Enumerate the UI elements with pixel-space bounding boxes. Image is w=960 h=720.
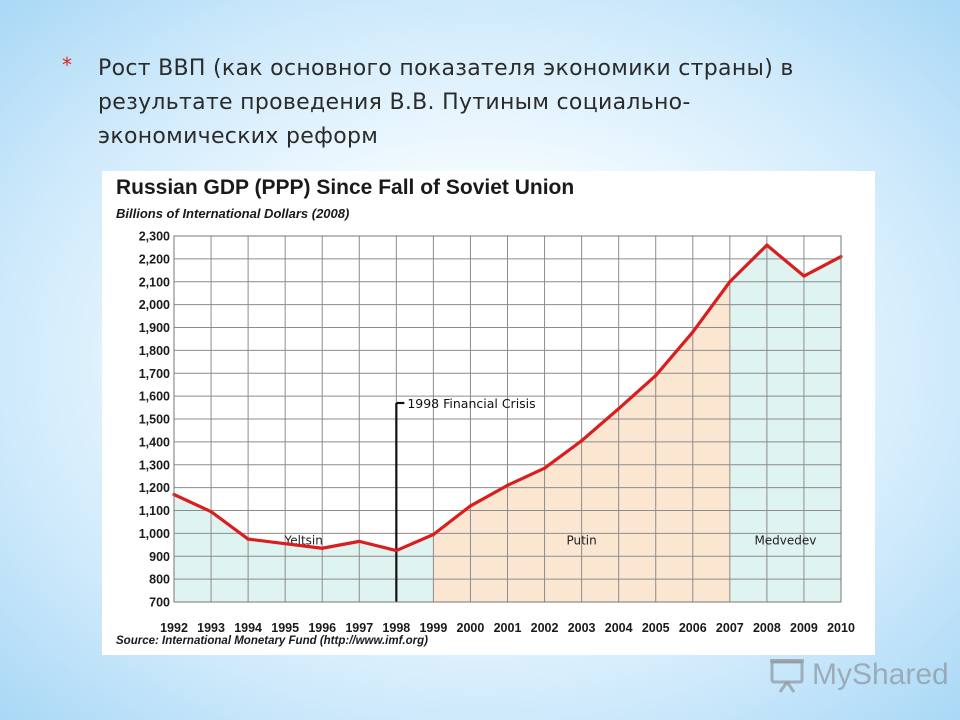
gdp-data-point — [580, 439, 584, 443]
y-tick-label: 1,200 — [139, 481, 170, 495]
y-tick-label: 2,200 — [139, 252, 170, 266]
x-tick-label: 2003 — [568, 621, 596, 635]
title-line-3: экономических реформ — [98, 124, 379, 149]
x-tick-label: 2010 — [827, 621, 855, 635]
x-tick-label: 2000 — [457, 621, 485, 635]
gdp-data-point — [320, 546, 324, 550]
x-tick-label: 2002 — [531, 621, 559, 635]
x-tick-label: 2008 — [753, 621, 781, 635]
gdp-data-point — [542, 466, 547, 470]
x-tick-label: 2007 — [716, 621, 744, 635]
x-tick-label: 1998 — [382, 621, 410, 635]
x-tick-label: 2001 — [494, 621, 522, 635]
x-tick-label: 1995 — [271, 621, 299, 635]
chart-title: Russian GDP (PPP) Since Fall of Soviet U… — [116, 176, 575, 199]
gdp-data-point — [691, 330, 695, 334]
title-bullet: * — [62, 53, 73, 77]
y-tick-label: 2,300 — [139, 230, 170, 244]
y-tick-label: 2,100 — [139, 275, 170, 289]
period-label-putin: Putin — [566, 533, 596, 547]
y-tick-label: 1,800 — [139, 344, 170, 358]
y-tick-label: 800 — [149, 573, 170, 587]
gdp-data-point — [394, 548, 398, 553]
myshared-watermark: MyShared — [768, 656, 949, 696]
y-tick-label: 1,700 — [139, 367, 170, 381]
gdp-data-point — [505, 483, 510, 487]
gdp-data-point — [654, 373, 658, 378]
y-tick-label: 700 — [149, 596, 170, 610]
gdp-data-point — [283, 542, 287, 546]
chart-plot: 700 800 900 1,000 1,100 1,200 1,300 1,400 1,500 1… — [139, 230, 855, 636]
x-tick-label: 2006 — [679, 621, 707, 635]
y-tick-label: 1,000 — [139, 527, 170, 541]
plot-border — [173, 235, 842, 603]
x-tick-label: 1992 — [160, 621, 188, 635]
x-tick-label: 1997 — [345, 621, 373, 635]
y-tick-label: 1,400 — [139, 435, 170, 449]
period-area-medvedev — [729, 245, 841, 602]
gdp-data-point — [765, 243, 769, 247]
gdp-data-point — [209, 510, 213, 514]
y-tick-label: 1,300 — [139, 458, 170, 472]
watermark-text: MyShared — [812, 658, 949, 691]
gdp-data-point — [357, 539, 361, 543]
gdp-data-point — [802, 274, 806, 278]
x-tick-label: 1999 — [419, 621, 447, 635]
gdp-data-point — [468, 504, 473, 508]
chart-source: Source: International Monetary Fund (htt… — [116, 635, 428, 647]
title-line-2: результате проведения В.В. Путиным социа… — [98, 90, 691, 115]
period-label-medvedev: Medvedev — [754, 533, 816, 547]
y-tick-label: 1,100 — [139, 504, 170, 518]
chart-subtitle: Billions of International Dollars (2008) — [116, 206, 350, 221]
slide-title: * Рост ВВП (как основного показателя эко… — [62, 52, 916, 154]
period-area-yeltsin — [174, 494, 434, 602]
y-tick-label: 900 — [149, 550, 170, 564]
crisis-annotation-label: 1998 Financial Crisis — [407, 396, 535, 411]
title-line-1: Рост ВВП (как основного показателя эконо… — [98, 56, 794, 81]
gdp-chart: Russian GDP (PPP) Since Fall of Soviet U… — [102, 171, 875, 655]
y-tick-label: 1,500 — [139, 413, 170, 427]
gdp-data-point — [617, 407, 621, 411]
gdp-data-point — [431, 532, 435, 537]
x-tick-label: 1993 — [197, 621, 225, 635]
gdp-data-point — [728, 280, 732, 284]
y-tick-label: 1,900 — [139, 321, 170, 335]
gdp-data-point — [246, 537, 250, 541]
y-tick-label: 1,600 — [139, 390, 170, 404]
x-tick-label: 2009 — [790, 621, 818, 635]
x-tick-label: 1994 — [234, 621, 262, 635]
y-tick-label: 2,000 — [139, 298, 170, 312]
x-tick-label: 2005 — [642, 621, 670, 635]
x-tick-label: 2004 — [605, 621, 633, 635]
projector-screen-icon — [770, 659, 804, 693]
x-tick-label: 1996 — [308, 621, 336, 635]
